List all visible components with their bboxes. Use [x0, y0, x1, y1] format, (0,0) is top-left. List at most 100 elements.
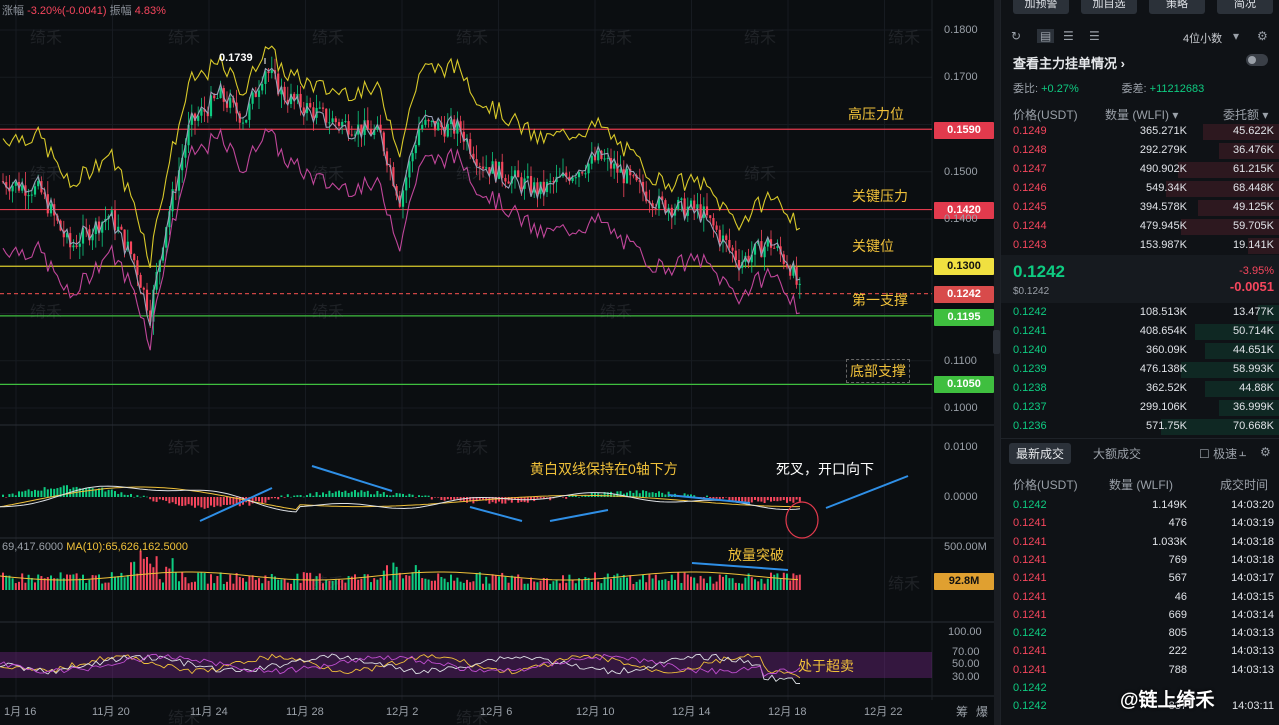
date-label: 12月 2: [386, 706, 419, 718]
volume-bar: [619, 577, 622, 590]
overview-button[interactable]: 简况: [1217, 0, 1273, 14]
candle-body: [587, 163, 590, 174]
volume-bar: [27, 574, 30, 590]
orderbook-row[interactable]: 0.1243 153.987K 19.141K: [1001, 237, 1279, 255]
candle-body: [78, 243, 81, 247]
candle-body: [645, 191, 648, 202]
volume-bar: [386, 565, 388, 590]
orderbook-qty: 408.654K: [1139, 325, 1187, 337]
candle-body: [529, 176, 533, 193]
orderbook-row[interactable]: 0.1239 476.138K 58.993K: [1001, 361, 1279, 379]
volume-bar: [616, 573, 619, 590]
price-chart[interactable]: 涨幅 -3.20%(-0.0041) 振幅 4.83% 0.1739 高压力位 …: [0, 0, 1000, 725]
liquidation-button[interactable]: 爆: [976, 705, 989, 719]
rsi-axis-label: 100.00: [948, 626, 982, 638]
add-alert-button[interactable]: 加预警: [1013, 0, 1069, 14]
add-watchlist-button[interactable]: 加自选: [1081, 0, 1137, 14]
asks-only-icon[interactable]: ☰: [1089, 29, 1100, 43]
filter-icon[interactable]: ⫠: [1239, 445, 1247, 459]
candle-body: [485, 167, 488, 169]
candle-body: [437, 122, 440, 131]
macd-bar: [392, 495, 395, 497]
bids-only-icon[interactable]: ☰: [1063, 29, 1074, 43]
volume-bar: [270, 573, 273, 590]
macd-bar: [741, 497, 744, 502]
rsi-annotation: 处于超卖: [798, 658, 854, 674]
gear-icon[interactable]: ⚙: [1257, 29, 1268, 43]
orderbook-total: 36.999K: [1233, 401, 1274, 413]
order-ratio: 委比: +0.27% 委差: +11212683: [1013, 80, 1204, 96]
both-sides-icon[interactable]: ▤: [1037, 29, 1055, 43]
gear-icon[interactable]: ⚙: [1260, 445, 1271, 459]
orderbook-row[interactable]: 0.1249 365.271K 45.622K: [1001, 123, 1279, 141]
orderbook-row[interactable]: 0.1242 108.513K 13.477K: [1001, 304, 1279, 322]
candle-body: [219, 88, 222, 99]
main-orders-title[interactable]: 查看主力挂单情况 ›: [1013, 53, 1125, 72]
main-orders-toggle[interactable]: [1246, 54, 1268, 66]
chevron-down-icon[interactable]: ▾: [1233, 29, 1240, 43]
orderbook-row[interactable]: 0.1238 362.52K 44.88K: [1001, 380, 1279, 398]
strategy-button[interactable]: 策略: [1149, 0, 1205, 14]
trade-price: 0.1241: [1013, 663, 1047, 676]
orderbook-price: 0.1241: [1013, 325, 1047, 337]
volume-bar: [53, 578, 56, 590]
volume-bar: [533, 581, 536, 590]
orderbook-row[interactable]: 0.1241 408.654K 50.714K: [1001, 323, 1279, 341]
orderbook-row[interactable]: 0.1240 360.09K 44.651K: [1001, 342, 1279, 360]
macd-bar: [21, 491, 24, 497]
macd-bar: [162, 497, 164, 501]
tab-large-trades[interactable]: 大额成交: [1093, 447, 1142, 461]
macd-bar: [789, 497, 792, 502]
macd-bar: [203, 497, 206, 509]
tab-speed[interactable]: ☐ 极速: [1199, 447, 1238, 461]
volume-bar: [683, 572, 686, 590]
volume-bar: [341, 580, 344, 590]
candle-body: [193, 113, 197, 121]
candle-body: [785, 263, 789, 268]
decimal-select[interactable]: 4位小数: [1183, 33, 1223, 45]
candle-body: [680, 198, 683, 200]
candle-body: [309, 103, 312, 108]
orderbook-row[interactable]: 0.1237 299.106K 36.999K: [1001, 399, 1279, 417]
orderbook-row[interactable]: 0.1245 394.578K 49.125K: [1001, 199, 1279, 217]
price-change: -0.0051: [1229, 279, 1274, 294]
tab-latest-trades[interactable]: 最新成交: [1009, 443, 1072, 464]
volume-bar: [626, 577, 628, 590]
refresh-icon[interactable]: ↻: [1011, 29, 1022, 43]
orderbook-row[interactable]: 0.1246 549.34K 68.448K: [1001, 180, 1279, 198]
candle-body: [286, 99, 289, 105]
macd-bar: [437, 497, 440, 498]
axis-label: 0.1800: [944, 24, 978, 36]
volume-bar: [718, 574, 721, 590]
volume-bar: [709, 576, 712, 590]
trade-price: 0.1242: [1013, 682, 1047, 694]
volume-bar: [546, 578, 548, 590]
collapse-panel-handle[interactable]: [993, 330, 1000, 354]
candle-body: [200, 108, 203, 116]
chart-divider: [994, 0, 1000, 725]
candle-body: [165, 227, 168, 248]
orderbook-row[interactable]: 0.1247 490.902K 61.215K: [1001, 161, 1279, 179]
ob-head-total[interactable]: 委托额 ▾: [1223, 108, 1269, 122]
macd-bar: [494, 497, 497, 504]
chart-canvas[interactable]: [0, 0, 1000, 725]
macd-bar: [34, 489, 36, 497]
macd-bar: [315, 492, 318, 497]
ob-head-total-text: 委托额: [1223, 108, 1260, 122]
chips-button[interactable]: 筹: [956, 705, 969, 719]
volume-bar: [117, 576, 120, 590]
depth-bar: [1258, 305, 1279, 321]
orderbook-row[interactable]: 0.1248 292.279K 36.476K: [1001, 142, 1279, 160]
ob-head-qty[interactable]: 数量 (WLFI) ▾: [1105, 108, 1179, 122]
orderbook-row[interactable]: 0.1236 571.75K 70.668K: [1001, 418, 1279, 436]
price-tag-1420: 0.1420: [934, 202, 994, 219]
volume-bar: [478, 572, 481, 590]
volume-bar: [702, 578, 705, 590]
orderbook-row[interactable]: 0.1244 479.945K 59.705K: [1001, 218, 1279, 236]
candle-body: [581, 172, 584, 174]
volume-bar: [82, 574, 84, 590]
orderbook-toolbar: ↻ ▤ ☰ ☰ 4位小数 ▾ ⚙: [1001, 27, 1279, 47]
candle-body: [270, 70, 273, 74]
macd-bar: [139, 496, 142, 498]
volume-bar: [798, 574, 801, 590]
